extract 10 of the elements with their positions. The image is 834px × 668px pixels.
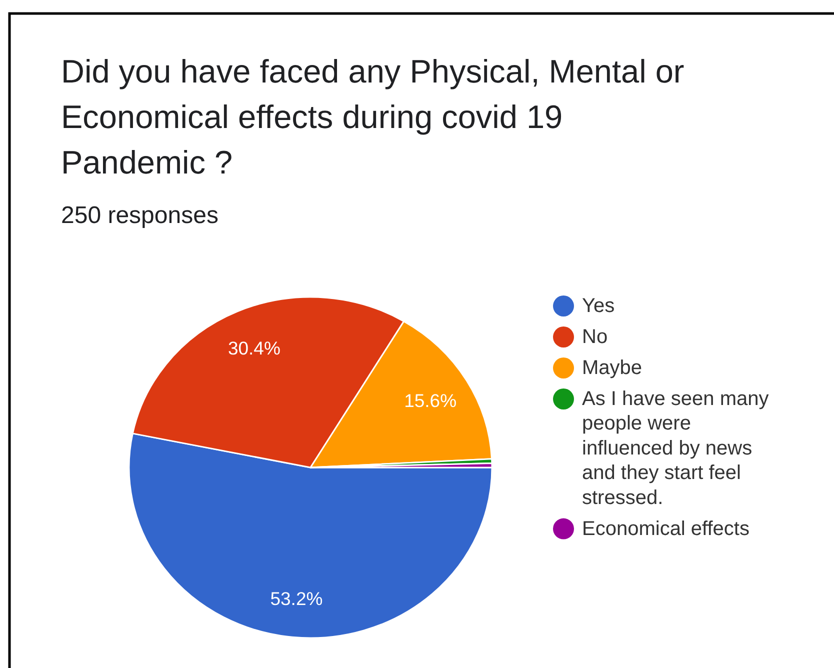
legend-label: No <box>582 326 608 348</box>
data-label: 30.4% <box>228 336 280 358</box>
legend-label: Maybe <box>582 357 642 379</box>
data-label: 15.6% <box>404 389 457 410</box>
legend-label: Economical effects <box>582 518 750 540</box>
chart-title: Did you have faced any Physical, Mental or Economical effects during covid 19 Pandemic ? <box>61 54 684 180</box>
legend-label: As I have seen many people were influenced by news and they start feel stressed. <box>582 388 769 509</box>
data-label: 53.2% <box>270 588 323 609</box>
legend-label: Yes <box>582 295 615 317</box>
chart-subtitle: 250 responses <box>61 202 218 229</box>
